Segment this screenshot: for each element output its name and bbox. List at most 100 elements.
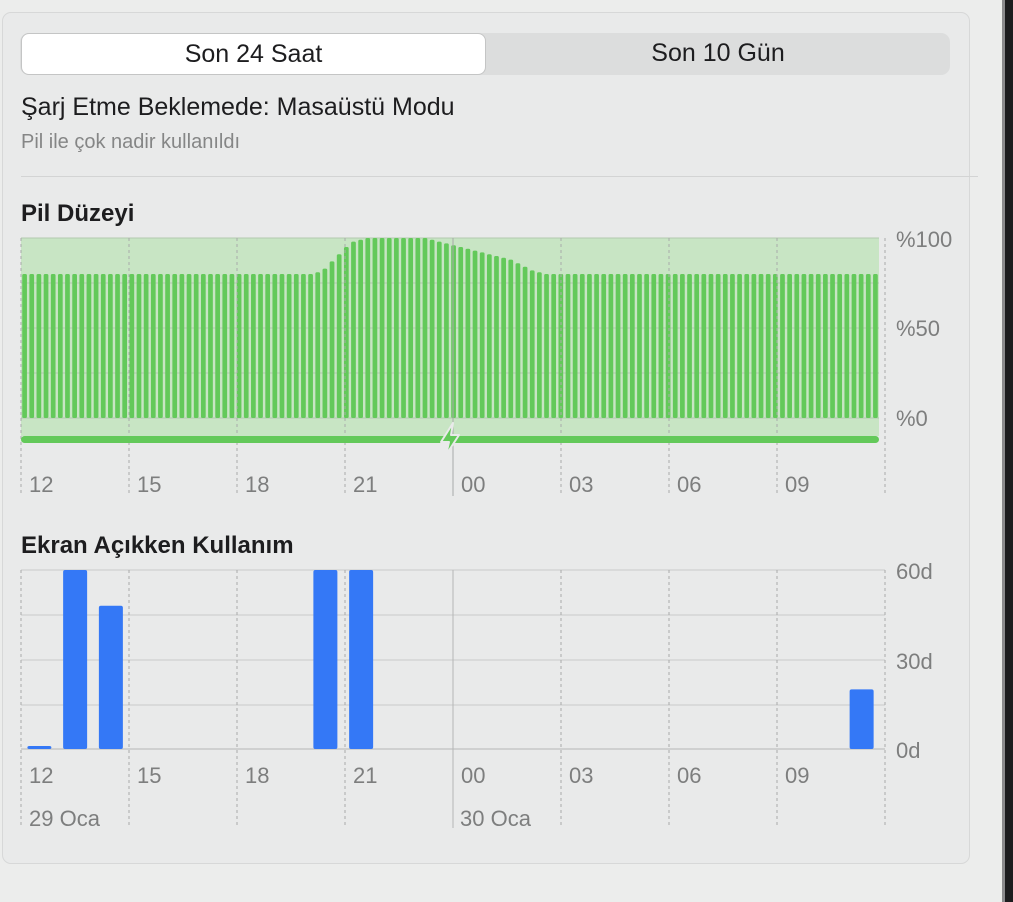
battery-bar xyxy=(865,274,871,418)
usage-x-tick: 03 xyxy=(569,763,594,788)
battery-bar xyxy=(522,266,528,418)
battery-x-tick: 00 xyxy=(461,472,486,497)
battery-x-tick: 03 xyxy=(569,472,594,497)
battery-bar xyxy=(108,274,113,418)
usage-bar xyxy=(63,570,88,749)
battery-bar xyxy=(286,274,292,418)
battery-bar xyxy=(837,274,843,418)
battery-x-tick: 15 xyxy=(137,472,162,497)
divider xyxy=(21,176,978,177)
usage-x-tick: 06 xyxy=(677,763,702,788)
usage-y-tick: 0d xyxy=(896,738,921,763)
battery-bar xyxy=(694,274,700,418)
battery-bar xyxy=(472,250,478,418)
battery-bar xyxy=(329,261,335,418)
usage-bar xyxy=(313,570,338,749)
battery-bar xyxy=(765,274,771,418)
usage-x-tick: 18 xyxy=(245,763,270,788)
time-range-selector[interactable]: Son 24 Saat Son 10 Gün xyxy=(20,33,950,75)
usage-bar xyxy=(849,689,874,749)
battery-bar xyxy=(622,274,628,418)
battery-bar xyxy=(486,254,492,418)
usage-bar xyxy=(349,570,374,749)
battery-bar xyxy=(823,274,828,418)
battery-bar xyxy=(215,274,220,418)
date-label: 30 Oca xyxy=(460,806,531,831)
battery-bar xyxy=(115,274,120,418)
battery-bar xyxy=(379,238,385,418)
battery-bar xyxy=(537,272,542,418)
battery-bar xyxy=(272,274,278,418)
battery-bar xyxy=(436,241,442,418)
battery-bar xyxy=(236,274,242,418)
battery-bar xyxy=(422,238,428,418)
battery-bar xyxy=(587,274,592,418)
battery-bar xyxy=(801,274,807,418)
charging-status-subtitle: Pil ile çok nadir kullanıldı xyxy=(21,131,240,153)
battery-bar xyxy=(293,274,299,418)
battery-bar xyxy=(43,274,49,418)
tab-last-10-days[interactable]: Son 10 Gün xyxy=(651,39,785,67)
battery-bar xyxy=(508,259,514,418)
battery-y-tick: %100 xyxy=(896,227,953,252)
battery-bar xyxy=(565,274,571,418)
battery-y-tick: %50 xyxy=(896,316,941,341)
battery-bar xyxy=(572,274,578,418)
battery-bar xyxy=(301,274,306,418)
battery-bar xyxy=(451,245,456,418)
battery-bar xyxy=(465,248,471,418)
battery-bar xyxy=(751,274,757,418)
battery-bar xyxy=(165,274,170,418)
battery-bar xyxy=(680,274,685,418)
battery-bar xyxy=(844,274,850,418)
battery-bar xyxy=(265,274,271,418)
tab-last-24-hours[interactable]: Son 24 Saat xyxy=(21,33,486,75)
battery-bar xyxy=(36,274,42,418)
battery-x-tick: 06 xyxy=(677,472,702,497)
battery-bar xyxy=(251,274,256,418)
battery-bar xyxy=(408,238,414,418)
battery-bar xyxy=(551,274,557,418)
battery-bar xyxy=(780,274,785,418)
battery-bar xyxy=(57,274,63,418)
battery-bar xyxy=(722,274,728,418)
battery-bar xyxy=(308,274,313,418)
battery-bar xyxy=(179,274,185,418)
lightning-bolt-shape xyxy=(440,422,460,456)
battery-bar xyxy=(579,274,585,418)
battery-bar xyxy=(186,274,192,418)
battery-bar xyxy=(315,272,321,418)
usage-x-tick: 09 xyxy=(785,763,810,788)
usage-bar xyxy=(98,605,123,749)
battery-bar xyxy=(651,274,657,418)
battery-bar xyxy=(687,274,692,418)
lightning-bolt-icon xyxy=(440,422,460,456)
battery-bar xyxy=(243,274,249,418)
window-edge xyxy=(1002,0,1013,902)
usage-y-tick: 30d xyxy=(896,649,933,674)
battery-x-tick: 21 xyxy=(353,472,378,497)
battery-bar xyxy=(730,274,735,418)
battery-bar xyxy=(358,239,363,418)
battery-bar xyxy=(529,270,535,418)
battery-bar xyxy=(72,274,77,418)
battery-bar xyxy=(322,268,328,418)
battery-x-tick: 18 xyxy=(245,472,270,497)
battery-bar xyxy=(208,274,213,418)
usage-x-tick: 15 xyxy=(137,763,162,788)
battery-bar xyxy=(615,274,621,418)
usage-x-tick: 00 xyxy=(461,763,486,788)
battery-bar xyxy=(50,274,56,418)
battery-bar xyxy=(515,263,521,418)
usage-bar xyxy=(27,746,52,749)
battery-x-tick: 09 xyxy=(785,472,810,497)
battery-bar xyxy=(744,274,750,418)
battery-bar xyxy=(65,274,70,418)
battery-bar xyxy=(22,274,27,418)
battery-bar xyxy=(136,274,142,418)
battery-bar xyxy=(715,274,721,418)
battery-bar xyxy=(372,238,378,418)
battery-bar xyxy=(79,274,85,418)
battery-bar xyxy=(494,256,499,418)
